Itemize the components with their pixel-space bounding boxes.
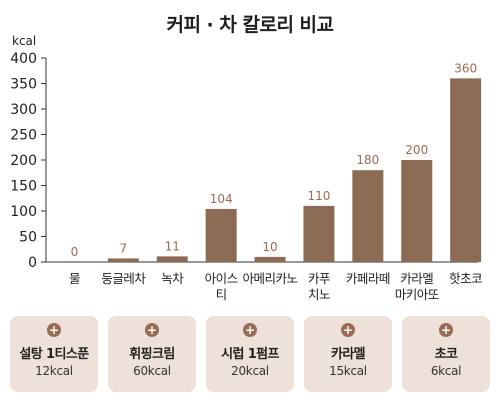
bar xyxy=(352,170,384,262)
bar xyxy=(205,208,237,262)
x-tick-label: 아메리카노 xyxy=(243,271,298,286)
x-tick-label: 핫초코 xyxy=(449,271,482,286)
y-tick-label: 250 xyxy=(10,128,37,144)
addon-calories: 60kcal xyxy=(133,364,171,378)
addon-card: + 설탕 1티스푼 12kcal xyxy=(10,316,98,392)
addon-name: 설탕 1티스푼 xyxy=(19,347,89,362)
y-tick-label: 150 xyxy=(10,179,37,195)
plus-icon: + xyxy=(341,323,355,337)
x-tick-label: 아이스 xyxy=(205,271,238,286)
y-tick-label: 350 xyxy=(10,77,37,93)
y-tick-label: 400 xyxy=(10,51,37,67)
bar xyxy=(156,256,188,262)
bar xyxy=(107,258,139,262)
data-label: 7 xyxy=(120,241,128,255)
data-label: 104 xyxy=(210,192,233,206)
y-tick-label: 100 xyxy=(10,204,37,220)
data-label: 180 xyxy=(356,153,379,167)
x-tick-label: 치노 xyxy=(308,287,330,302)
addon-cards: + 설탕 1티스푼 12kcal + 휘핑크림 60kcal + 시럽 1펌프 20kcal + 카… xyxy=(0,316,500,392)
data-label: 11 xyxy=(165,239,180,253)
data-label: 110 xyxy=(307,189,330,203)
addon-name: 시럽 1펌프 xyxy=(221,347,279,362)
data-label: 0 xyxy=(71,245,79,259)
bar xyxy=(254,256,286,262)
y-tick-label: 50 xyxy=(19,230,37,246)
x-tick-label: 녹차 xyxy=(161,271,184,286)
addon-card: + 휘핑크림 60kcal xyxy=(108,316,196,392)
addon-card: + 시럽 1펌프 20kcal xyxy=(206,316,294,392)
y-tick-label: 0 xyxy=(28,255,37,271)
bar xyxy=(450,78,482,263)
addon-calories: 12kcal xyxy=(35,364,73,378)
chart-title: 커피 · 차 칼로리 비교 xyxy=(166,14,334,36)
data-label: 360 xyxy=(454,61,477,75)
x-tick-label: 둥글레차 xyxy=(101,271,146,286)
bar-chart: kcal 0 50 100 150 200 250 300 350 400 0 물 7 둥글레차 11 녹차 1… xyxy=(10,34,482,302)
addon-card: + 카라멜 15kcal xyxy=(304,316,392,392)
x-tick-label: 카페라떼 xyxy=(346,271,390,286)
plus-icon: + xyxy=(439,323,453,337)
bar xyxy=(303,205,335,262)
addon-calories: 15kcal xyxy=(329,364,367,378)
y-axis-label: kcal xyxy=(12,34,36,48)
addon-calories: 6kcal xyxy=(430,364,462,378)
x-tick-label: 카라멜 xyxy=(400,271,433,286)
addon-name: 초코 xyxy=(434,347,458,362)
bar xyxy=(401,160,433,262)
data-label: 10 xyxy=(262,240,277,254)
plus-icon: + xyxy=(145,323,159,337)
x-tick-label: 물 xyxy=(69,271,80,286)
x-tick-label: 카푸 xyxy=(308,271,330,286)
addon-calories: 20kcal xyxy=(231,364,269,378)
x-tick-label: 티 xyxy=(216,287,227,302)
addon-name: 휘핑크림 xyxy=(129,347,175,362)
plus-icon: + xyxy=(47,323,61,337)
y-tick-label: 300 xyxy=(10,102,37,118)
plus-icon: + xyxy=(243,323,257,337)
x-tick-label: 마키아또 xyxy=(395,287,439,302)
addon-card: + 초코 6kcal xyxy=(402,316,490,392)
y-tick-label: 200 xyxy=(10,153,37,169)
addon-name: 카라멜 xyxy=(330,347,366,362)
data-label: 200 xyxy=(405,143,428,157)
